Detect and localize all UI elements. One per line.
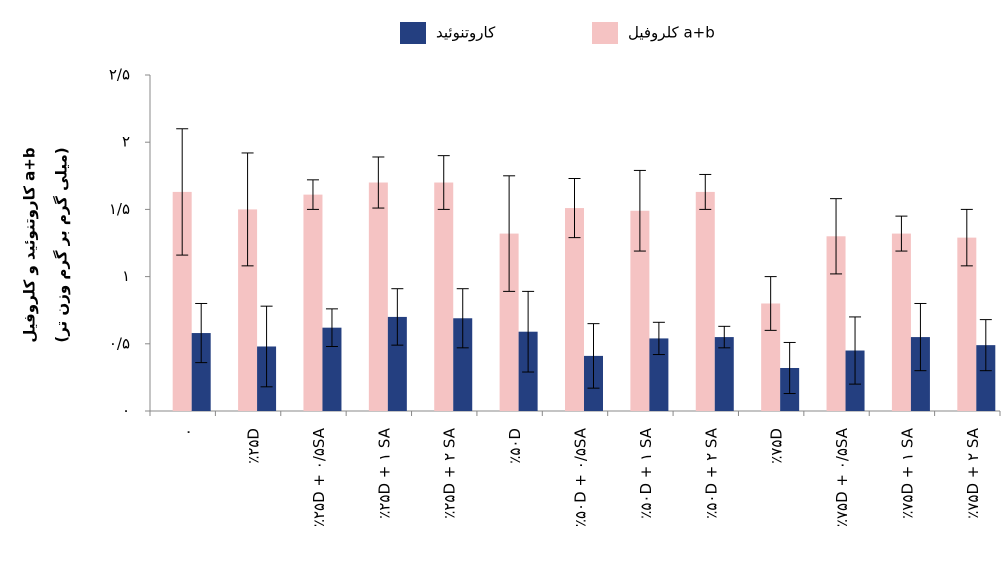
bar: [649, 338, 669, 411]
bar: [695, 191, 715, 411]
error-bar: [652, 321, 665, 356]
error-bar: [260, 305, 273, 388]
error-bar: [895, 215, 908, 252]
y-tick-label: ۲/۵: [109, 66, 130, 84]
error-bar: [522, 290, 535, 373]
legend-swatch: [400, 22, 426, 44]
bar: [565, 208, 584, 411]
y-tick-label: ۲: [122, 133, 130, 151]
error-bar: [325, 308, 338, 347]
bar: [630, 210, 650, 411]
y-axis-title: کاروتنوئید و کلروفیل a+b: [21, 147, 39, 342]
bar: [453, 318, 473, 411]
error-bar: [568, 177, 581, 239]
bar: [387, 316, 407, 411]
legend-swatch: [592, 22, 618, 44]
error-bar: [830, 198, 843, 275]
y-tick-label: ۱/۵: [109, 200, 130, 218]
x-tick-label: ٪۷۵D + ۱ SA: [898, 427, 916, 518]
x-tick-label: ٪۵۰D: [506, 428, 524, 464]
x-tick-label: ٪۵۰D + ۱ SA: [637, 427, 655, 518]
bar: [172, 191, 192, 411]
x-tick-label: ۰: [179, 428, 197, 436]
error-bar: [633, 169, 646, 252]
error-bar: [718, 325, 731, 349]
x-tick-label: ٪۷۵D: [768, 428, 786, 464]
y-tick-label: ۰/۵: [109, 334, 130, 352]
y-tick-label: ۰: [122, 402, 130, 420]
error-bar: [176, 128, 189, 256]
error-bar: [456, 288, 469, 349]
x-tick-label: ٪۲۵D: [245, 428, 263, 464]
bar: [714, 337, 734, 411]
bar: [434, 182, 454, 411]
error-bar: [914, 302, 927, 372]
y-tick-label: ۱: [122, 267, 130, 285]
x-tick-label: ٪۵۰D + ۰/۵SA: [572, 427, 590, 527]
bar: [238, 209, 258, 411]
error-bar: [372, 156, 385, 209]
bar: [499, 233, 519, 411]
error-bar: [503, 175, 516, 292]
x-tick-label: ٪۷۵D + ۲ SA: [964, 427, 982, 518]
bar: [322, 327, 342, 411]
error-bar: [764, 276, 777, 331]
x-tick-label: ٪۵۰D + ۲ SA: [702, 427, 720, 518]
error-bar: [979, 319, 992, 372]
x-tick-label: ٪۷۵D + ۰/۵SA: [833, 427, 851, 527]
error-bar: [437, 155, 450, 210]
y-axis-subtitle: (میلی گرم بر گرم وزن تر): [53, 147, 71, 342]
error-bar: [587, 323, 600, 389]
legend-label: کلروفیل a+b: [628, 24, 715, 42]
error-bar: [960, 208, 973, 267]
x-tick-label: ٪۲۵D + ۱ SA: [375, 427, 393, 518]
bar: [957, 237, 977, 411]
x-tick-label: ٪۲۵D + ۰/۵SA: [310, 427, 328, 527]
error-bar: [306, 179, 319, 210]
x-tick-label: ٪۲۵D + ۲ SA: [441, 427, 459, 518]
bar: [910, 337, 930, 411]
bar: [891, 233, 911, 411]
error-bar: [195, 302, 208, 364]
bar: [191, 333, 211, 411]
bar: [826, 236, 846, 411]
bar: [368, 182, 388, 411]
error-bar: [241, 152, 254, 267]
error-bar: [699, 173, 712, 210]
bar: [976, 345, 996, 411]
error-bar: [783, 341, 796, 395]
error-bar: [391, 288, 404, 346]
error-bar: [849, 316, 862, 385]
bar: [303, 194, 323, 411]
legend-label: کاروتنوئید: [436, 24, 496, 42]
